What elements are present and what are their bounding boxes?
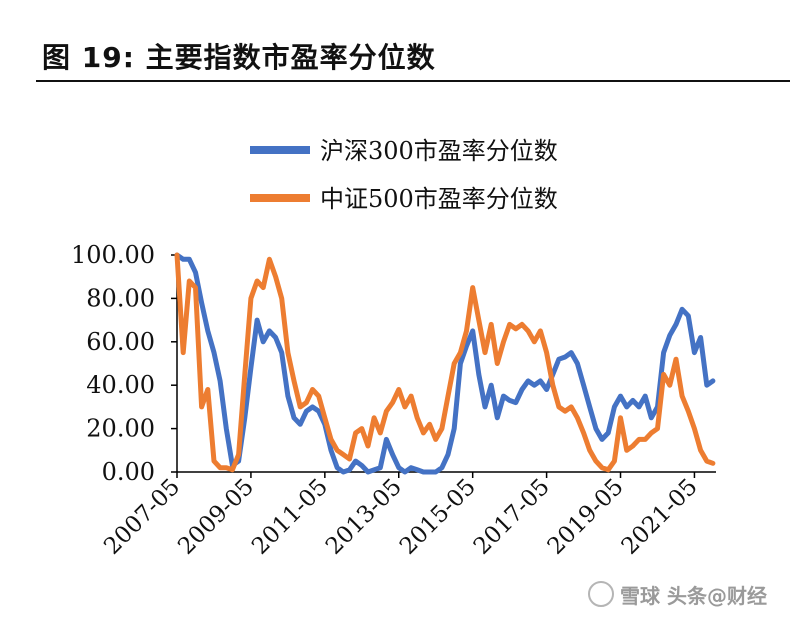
- plot-area: [174, 252, 716, 475]
- x-tick-label: 2017-05: [469, 474, 555, 560]
- series-line-hs300: [174, 252, 716, 475]
- title-divider: [36, 80, 790, 82]
- snowball-logo-icon: [588, 581, 614, 607]
- x-tick-label: 2019-05: [543, 474, 629, 560]
- x-tick-label: 2009-05: [173, 474, 259, 560]
- legend-label-hs300: 沪深300市盈率分位数: [320, 137, 558, 165]
- watermark: 雪球 头条@财经: [588, 580, 767, 609]
- legend: 沪深300市盈率分位数 中证500市盈率分位数: [250, 137, 558, 213]
- y-tick-label: 60.00: [86, 328, 155, 356]
- x-tick-label: 2011-05: [247, 474, 333, 560]
- x-tick-label: 2021-05: [617, 474, 703, 560]
- legend-label-zz500: 中证500市盈率分位数: [320, 185, 558, 213]
- y-tick-label: 20.00: [86, 415, 155, 443]
- x-tick-label: 2007-05: [99, 474, 185, 560]
- x-tick-label: 2015-05: [395, 474, 481, 560]
- y-tick-label: 40.00: [86, 371, 155, 399]
- y-tick-label: 0.00: [102, 458, 155, 486]
- figure-title: 图 19: 主要指数市盈率分位数: [42, 41, 436, 74]
- y-tick-label: 100.00: [71, 241, 155, 269]
- series-line-zz500: [174, 252, 716, 473]
- y-tick-label: 80.00: [86, 284, 155, 312]
- x-tick-label: 2013-05: [321, 474, 407, 560]
